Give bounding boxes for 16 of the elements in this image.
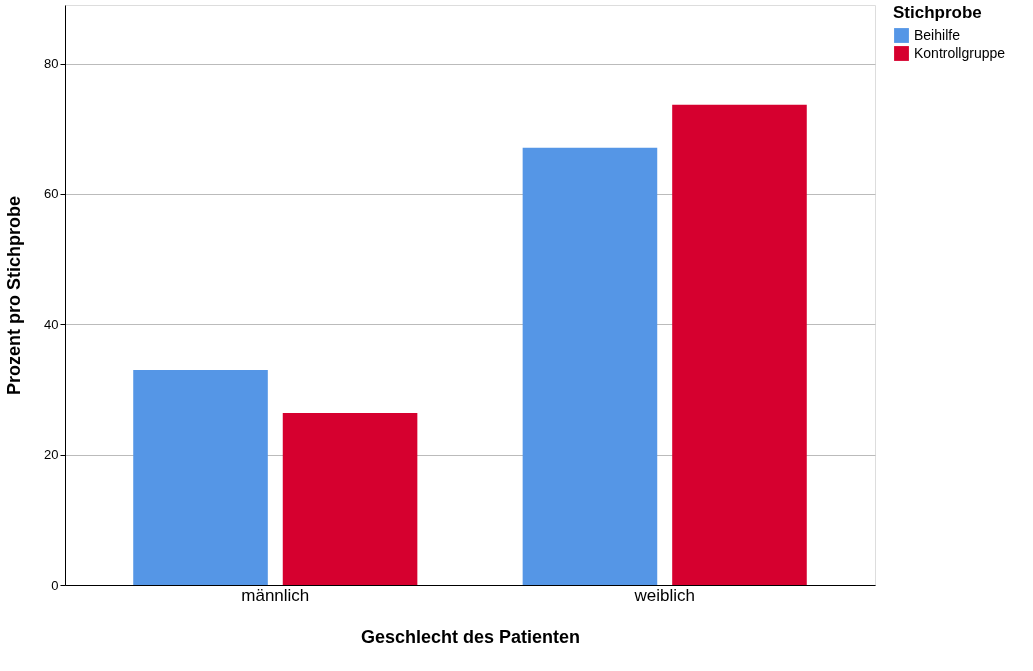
x-tick-label: weiblich (633, 585, 695, 605)
bar (672, 104, 807, 585)
bar (522, 147, 658, 585)
y-tick-label: 0 (51, 577, 59, 593)
bar (133, 369, 268, 585)
y-tick-label: 60 (44, 186, 59, 202)
legend-label: Beihilfe (914, 26, 961, 43)
x-tick-label: männlich (241, 585, 310, 605)
y-tick-label: 20 (44, 447, 59, 463)
y-tick-label: 40 (44, 316, 59, 332)
bar (282, 412, 418, 585)
y-axis-title: Prozent pro Stichprobe (4, 195, 25, 396)
x-axis-title: Geschlecht des Patienten (360, 626, 581, 647)
y-tick-label: 80 (44, 56, 59, 72)
legend-label: Kontrollgruppe (914, 44, 1006, 61)
legend-title: Stichprobe (893, 3, 982, 22)
